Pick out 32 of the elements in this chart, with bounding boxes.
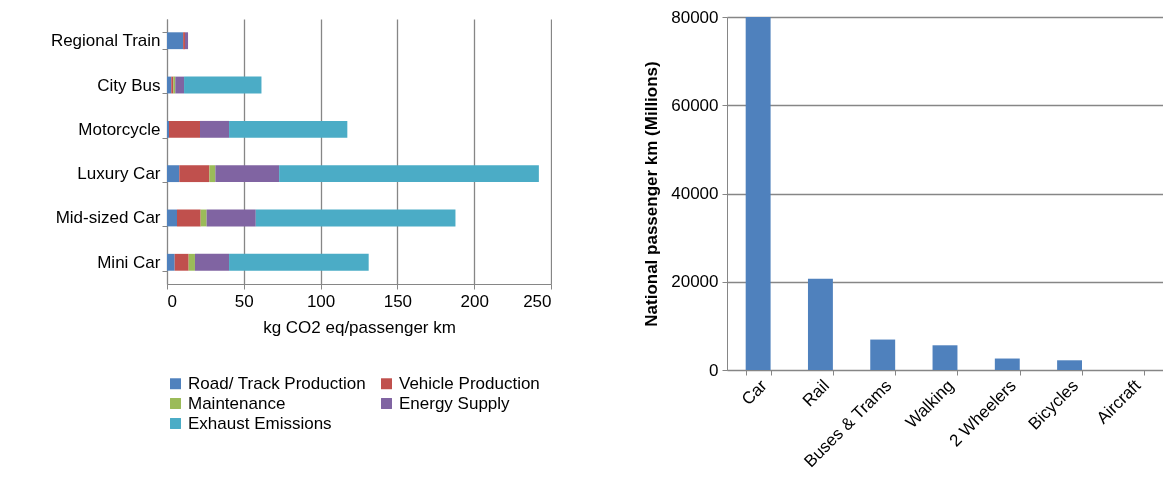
x-axis-title: kg CO2 eq/passenger km xyxy=(263,317,456,337)
y-tick-label: 60000 xyxy=(671,95,719,115)
y-axis-title: National passenger km (Millions) xyxy=(642,61,662,327)
y-tick-label: Luxury Car xyxy=(77,164,161,184)
bar xyxy=(870,339,896,370)
bar xyxy=(994,358,1020,370)
y-tick-label: 80000 xyxy=(671,7,719,27)
legend-label: Energy Supply xyxy=(399,393,511,413)
y-tick-label: Regional Train xyxy=(50,31,161,51)
y-tick-label: 40000 xyxy=(671,184,719,203)
x-tick-label: Rail xyxy=(798,376,833,411)
y-tick-label: Mid-sized Car xyxy=(55,208,161,228)
y-tick-label: City Bus xyxy=(97,75,161,95)
x-tick-label: 150 xyxy=(383,291,413,311)
y-tick-label: 20000 xyxy=(671,272,719,292)
y-tick-label: 0 xyxy=(709,360,719,380)
bar xyxy=(745,17,771,370)
legend-label: Road/ Track Production xyxy=(188,373,366,393)
legend-label: Exhaust Emissions xyxy=(188,413,332,433)
bar xyxy=(1057,360,1083,370)
y-tick-label: Motorcycle xyxy=(78,119,161,139)
bar xyxy=(932,345,958,370)
x-tick-label: 50 xyxy=(234,291,254,311)
x-tick-label: 250 xyxy=(523,291,552,311)
legend-label: Vehicle Production xyxy=(399,373,540,393)
y-tick-label: Mini Car xyxy=(97,252,161,272)
x-tick-label: Car xyxy=(737,375,771,409)
x-tick-label: 0 xyxy=(167,291,177,311)
bar xyxy=(807,278,833,370)
legend-label: Maintenance xyxy=(188,393,286,413)
x-tick-label: 200 xyxy=(460,291,489,311)
x-tick-label: 100 xyxy=(306,291,336,311)
